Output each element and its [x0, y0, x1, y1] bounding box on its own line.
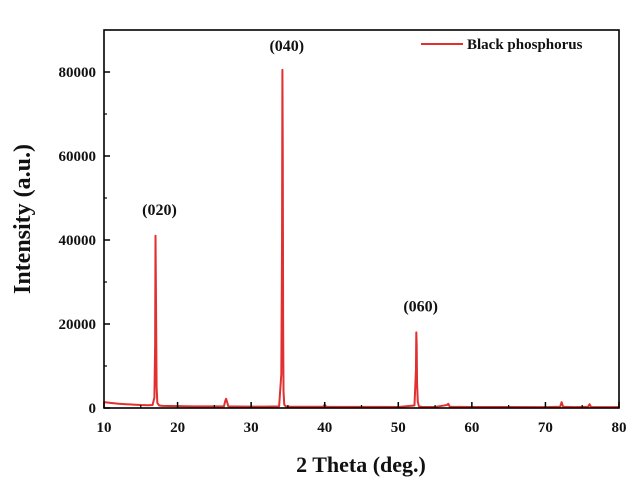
x-tick-label: 70	[538, 420, 553, 436]
y-axis: 0 20000 40000 60000 80000	[59, 65, 110, 417]
plot-frame	[103, 29, 620, 409]
peak-label: (020)	[142, 202, 177, 219]
legend: Black phosphorus	[421, 37, 583, 53]
legend-label: Black phosphorus	[467, 37, 583, 53]
y-tick-label: 40000	[59, 233, 97, 249]
x-tick-label: 40	[317, 420, 332, 436]
x-tick-label: 20	[170, 420, 185, 436]
x-tick-label: 80	[612, 420, 627, 436]
x-tick-label: 10	[97, 420, 112, 436]
x-axis: 10 20 30 40 50 60 70 80	[97, 402, 627, 436]
peak-annotations: (020) (040) (060)	[142, 38, 438, 315]
x-tick-label: 30	[244, 420, 259, 436]
y-tick-label: 60000	[59, 149, 97, 165]
y-tick-label: 20000	[59, 317, 97, 333]
x-tick-label: 60	[464, 420, 479, 436]
x-tick-label: 50	[391, 420, 406, 436]
peak-label: (040)	[269, 38, 304, 55]
series-line-0	[103, 68, 619, 409]
y-tick-label: 0	[89, 401, 97, 417]
y-tick-label: 80000	[59, 65, 97, 81]
y-axis-title: Intensity (a.u.)	[10, 144, 36, 294]
peak-label: (060)	[403, 298, 438, 315]
x-axis-title: 2 Theta (deg.)	[296, 452, 426, 477]
